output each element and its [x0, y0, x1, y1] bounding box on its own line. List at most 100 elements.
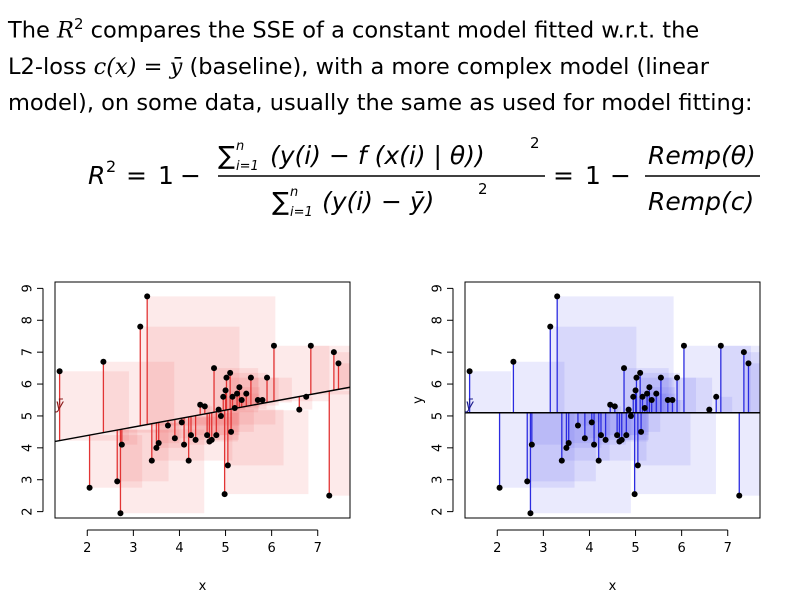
data-point — [554, 293, 561, 300]
residual-square — [748, 363, 760, 413]
y-tick-label: 5 — [431, 412, 446, 420]
residual-square — [531, 412, 564, 445]
data-point — [335, 360, 342, 367]
y-tick-label: 2 — [431, 507, 446, 515]
data-point — [192, 436, 199, 443]
data-point — [118, 441, 125, 448]
data-point — [238, 397, 245, 403]
residual-square — [121, 429, 138, 445]
intro-line-3: model), on some data, usually the same a… — [8, 89, 753, 116]
residual-square — [273, 345, 330, 402]
y-tick-label: 3 — [431, 476, 446, 484]
data-point — [740, 349, 747, 356]
residual-square — [167, 420, 173, 426]
residual-square — [598, 412, 647, 461]
data-point — [745, 360, 752, 367]
x-tick-label: 6 — [678, 541, 686, 556]
rhs-denominator: Remp(c) — [648, 187, 754, 216]
data-point — [581, 435, 588, 442]
numerator-sum-upper: n — [236, 139, 244, 154]
y-tick-label: 7 — [21, 348, 36, 356]
residual-square — [672, 400, 686, 413]
residual-square — [329, 391, 350, 496]
data-point — [100, 358, 107, 365]
residual-square — [246, 393, 259, 407]
data-point — [114, 478, 121, 485]
data-point — [614, 432, 621, 439]
data-point — [307, 342, 314, 349]
numerator-sum-lower: i=1 — [236, 159, 259, 174]
residual-square — [220, 410, 226, 416]
y-tick-label: 9 — [431, 284, 446, 292]
constant-model-plot: 2 3 4 5 6 7 x 2 3 4 5 6 7 8 9 y ȳ — [411, 281, 761, 594]
formula-equals-2: = — [553, 161, 574, 190]
data-point — [178, 419, 185, 426]
mean-label: ȳ — [464, 398, 474, 414]
x-tick-label: 7 — [314, 541, 322, 556]
residual-square — [683, 345, 751, 413]
data-point — [56, 368, 63, 375]
y-tick-label: 8 — [431, 316, 446, 324]
data-point — [264, 374, 271, 381]
data-points — [56, 293, 342, 517]
data-point — [591, 441, 598, 448]
data-point — [602, 436, 609, 443]
intro-line-2: L2-loss c(x) = ȳ (baseline), with a more… — [8, 49, 800, 85]
data-point — [148, 457, 155, 464]
r-squared-formula: R 2 = 1 − ∑ n i=1 (y(i) − f (x(i) | θ)) … — [88, 134, 760, 220]
data-point — [588, 419, 595, 426]
data-point — [630, 393, 637, 400]
x-tick-label: 3 — [129, 541, 137, 556]
data-point — [270, 342, 277, 349]
y-tick-label: 3 — [21, 476, 36, 484]
intro-text: The — [8, 17, 57, 44]
data-point — [259, 397, 266, 403]
residual-square — [103, 361, 175, 433]
intro-text: compares the SSE of a constant model fit… — [83, 17, 700, 44]
data-point — [646, 384, 653, 391]
data-point — [595, 457, 602, 464]
data-point — [296, 406, 303, 413]
data-point — [215, 406, 222, 413]
intro-text: (baseline), with a more complex model (l… — [182, 53, 709, 80]
data-point — [674, 374, 681, 381]
data-point — [631, 491, 638, 498]
data-point — [164, 422, 171, 429]
numerator-power: 2 — [530, 134, 540, 152]
data-point — [713, 393, 720, 400]
rhs-numerator: Remp(θ) — [648, 141, 756, 170]
data-point — [623, 432, 630, 439]
numerator-body: (y(i) − f (x(i) | θ)) — [270, 141, 485, 170]
data-point — [648, 397, 655, 403]
data-point — [736, 492, 743, 499]
plot-frame — [54, 281, 351, 519]
data-point — [510, 358, 517, 365]
data-point — [217, 412, 224, 419]
data-point — [228, 428, 235, 435]
data-point — [155, 440, 162, 447]
residual-square — [617, 412, 640, 436]
y-tick-label: 4 — [21, 444, 36, 452]
r-symbol: R — [57, 17, 74, 44]
residual-square — [566, 412, 602, 448]
residual-square — [530, 412, 631, 514]
formula-one: 1 — [158, 161, 174, 190]
data-point — [633, 374, 640, 381]
residual-square — [207, 413, 229, 436]
denominator-sum-upper: n — [290, 185, 298, 200]
data-point — [243, 390, 250, 397]
residual-square — [117, 430, 169, 482]
data-point — [234, 390, 241, 397]
data-point — [326, 492, 333, 499]
data-point — [330, 349, 337, 356]
x-tick-label: 5 — [221, 541, 229, 556]
intro-line-1: The R2 compares the SSE of a constant mo… — [8, 6, 800, 49]
residual-square — [614, 406, 622, 413]
mean-label: ȳ — [54, 398, 64, 414]
residual-square — [310, 345, 350, 395]
data-point — [223, 374, 230, 381]
data-point — [625, 406, 632, 413]
data-point — [664, 397, 671, 403]
x-tick-label: 7 — [724, 541, 732, 556]
